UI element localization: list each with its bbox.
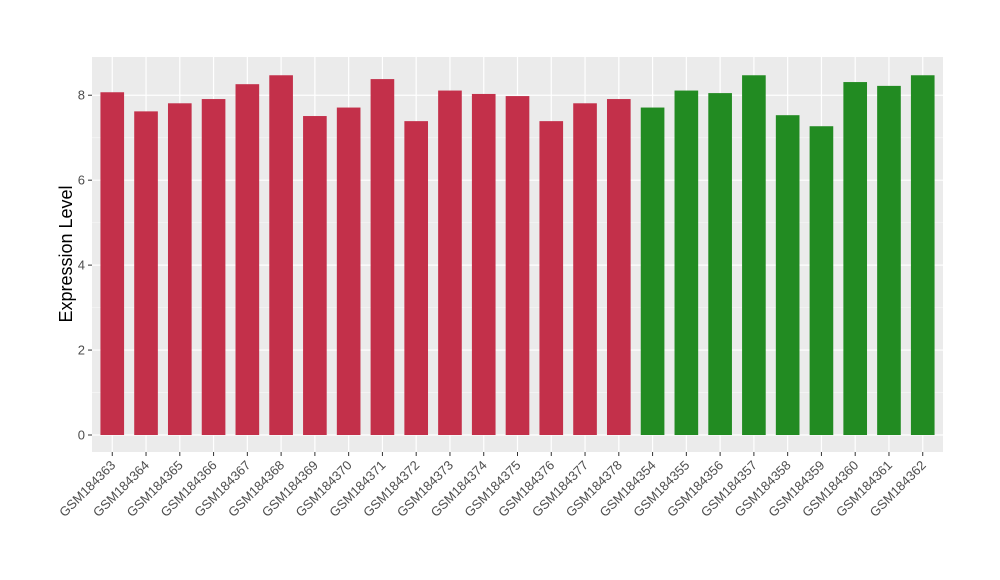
bar-GSM184360 <box>843 82 868 436</box>
y-axis: 0 2 4 6 8 <box>78 88 92 443</box>
bars <box>100 75 935 436</box>
bar-GSM184365 <box>167 103 192 436</box>
bar-GSM184372 <box>404 121 429 436</box>
bar-GSM184369 <box>303 116 327 436</box>
bar-GSM184367 <box>235 84 260 436</box>
y-tick-label: 2 <box>78 343 85 358</box>
bar-GSM184371 <box>370 79 395 436</box>
bar-GSM184354 <box>640 107 665 436</box>
bar-GSM184358 <box>775 115 800 436</box>
bar-GSM184370 <box>336 107 361 436</box>
bar-GSM184363 <box>100 92 125 436</box>
y-tick-label: 0 <box>78 428 85 443</box>
bar-GSM184368 <box>269 75 293 436</box>
bar-GSM184356 <box>708 93 732 436</box>
bar-GSM184366 <box>201 99 226 436</box>
x-axis: GSM184363GSM184364GSM184365GSM184366GSM1… <box>56 452 929 520</box>
bar-GSM184378 <box>606 99 631 436</box>
bar-GSM184374 <box>471 93 496 436</box>
bar-GSM184373 <box>438 90 462 436</box>
bar-GSM184361 <box>877 85 901 436</box>
bar-GSM184359 <box>809 126 834 436</box>
y-tick-label: 4 <box>78 258 85 273</box>
bar-GSM184375 <box>505 96 530 436</box>
y-tick-label: 6 <box>78 173 85 188</box>
bar-GSM184357 <box>742 75 766 436</box>
y-tick-label: 8 <box>78 88 85 103</box>
bar-GSM184364 <box>134 111 158 436</box>
y-axis-title: Expression Level <box>56 185 76 322</box>
bar-GSM184355 <box>674 90 699 436</box>
bar-GSM184376 <box>539 121 564 436</box>
bar-GSM184362 <box>910 75 935 436</box>
bar-GSM184377 <box>573 103 597 436</box>
